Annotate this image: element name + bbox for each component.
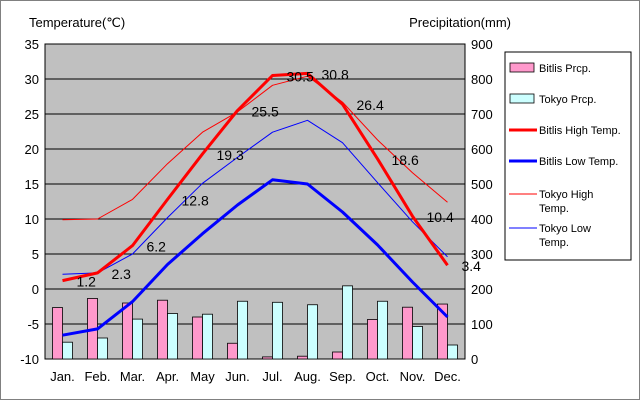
x-tick-label: Nov. [400, 369, 426, 384]
bar-bitlis-prcp [122, 302, 133, 360]
bar-tokyo-prcp [202, 313, 213, 360]
data-label: 18.6 [392, 152, 419, 168]
bar-bitlis-prcp [227, 342, 238, 360]
bar-tokyo-prcp [377, 300, 388, 360]
x-tick-label: May [190, 369, 215, 384]
bar-bitlis-prcp [262, 356, 273, 360]
bar-bitlis-prcp [367, 319, 378, 360]
data-label: 1.2 [77, 274, 97, 290]
left-tick-label: 25 [25, 107, 39, 122]
right-tick-label: 600 [471, 142, 493, 157]
left-tick-label: 15 [25, 177, 39, 192]
data-label: 25.5 [252, 104, 279, 120]
bar-tokyo-prcp [342, 285, 353, 360]
legend-label: Bitlis High Temp. [539, 125, 621, 137]
line-tokyo-high-temp [62, 75, 448, 221]
x-tick-label: Jan. [50, 369, 75, 384]
right-tick-label: 900 [471, 37, 493, 52]
right-tick-label: 100 [471, 317, 493, 332]
bar-tokyo-prcp [167, 313, 178, 360]
legend-label: Bitlis Low Temp. [539, 156, 618, 168]
x-tick-label: Mar. [120, 369, 145, 384]
data-label: 30.5 [287, 69, 314, 85]
bar-tokyo-prcp [412, 326, 423, 360]
right-tick-label: 500 [471, 177, 493, 192]
legend-label: Bitlis Prcp. [539, 63, 591, 75]
bar-bitlis-prcp [192, 316, 203, 360]
bar-tokyo-prcp [237, 300, 248, 360]
legend-swatch [509, 93, 535, 104]
x-tick-label: Feb. [84, 369, 110, 384]
legend-swatch [509, 62, 535, 73]
left-axis-title: Temperature(℃) [29, 15, 125, 30]
bar-tokyo-prcp [62, 341, 73, 360]
line-bitlis-high-temp [62, 71, 449, 283]
right-tick-label: 300 [471, 247, 493, 262]
legend-label: Tokyo Low Temp. [539, 223, 591, 249]
x-tick-label: Jun. [225, 369, 250, 384]
bar-tokyo-prcp [447, 344, 458, 360]
data-label: 12.8 [182, 192, 209, 208]
x-tick-label: Sep. [329, 369, 356, 384]
right-tick-label: 0 [471, 352, 478, 367]
data-label: 30.8 [322, 66, 349, 82]
left-tick-label: 0 [32, 282, 39, 297]
legend-label: Tokyo High Temp. [539, 189, 593, 215]
left-tick-label: -10 [20, 352, 39, 367]
right-tick-label: 400 [471, 212, 493, 227]
left-tick-label: -5 [27, 317, 39, 332]
left-tick-label: 5 [32, 247, 39, 262]
bar-bitlis-prcp [437, 303, 448, 360]
x-tick-label: Apr. [156, 369, 179, 384]
left-tick-label: 10 [25, 212, 39, 227]
left-tick-label: 20 [25, 142, 39, 157]
bar-bitlis-prcp [297, 355, 308, 360]
x-tick-label: Oct. [366, 369, 390, 384]
x-tick-label: Aug. [294, 369, 321, 384]
data-label: 2.3 [112, 266, 132, 282]
right-tick-label: 800 [471, 72, 493, 87]
bar-tokyo-prcp [132, 318, 143, 360]
bar-bitlis-prcp [52, 307, 63, 360]
right-axis-title: Precipitation(mm) [409, 15, 511, 30]
bar-tokyo-prcp [272, 301, 283, 360]
x-tick-label: Jul. [262, 369, 282, 384]
bar-tokyo-prcp [97, 337, 108, 360]
bar-tokyo-prcp [307, 304, 318, 360]
bar-bitlis-prcp [402, 306, 413, 360]
x-tick-label: Dec. [434, 369, 461, 384]
bar-bitlis-prcp [157, 299, 168, 360]
legend-label: Tokyo Prcp. [539, 94, 596, 106]
data-label: 3.4 [462, 258, 482, 274]
legend [504, 51, 632, 261]
data-label: 19.3 [217, 147, 244, 163]
line-tokyo-low-temp [62, 119, 448, 275]
data-label: 10.4 [427, 209, 454, 225]
data-label: 6.2 [147, 239, 167, 255]
right-tick-label: 700 [471, 107, 493, 122]
line-bitlis-low-temp [62, 178, 449, 337]
left-tick-label: 35 [25, 37, 39, 52]
data-label: 26.4 [357, 97, 384, 113]
bar-bitlis-prcp [332, 351, 343, 360]
right-tick-label: 200 [471, 282, 493, 297]
left-tick-label: 30 [25, 72, 39, 87]
